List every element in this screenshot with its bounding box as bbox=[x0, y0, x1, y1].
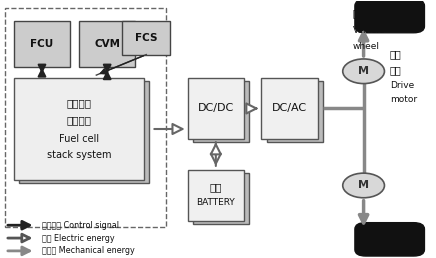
Bar bbox=[267, 81, 323, 142]
Bar bbox=[262, 78, 318, 139]
Text: DC/DC: DC/DC bbox=[198, 103, 234, 114]
Bar bbox=[79, 21, 136, 67]
Text: 机械能 Mechanical energy: 机械能 Mechanical energy bbox=[42, 246, 135, 255]
Text: BATTERY: BATTERY bbox=[197, 198, 235, 207]
Text: 电池: 电池 bbox=[210, 182, 222, 192]
Text: M: M bbox=[358, 66, 369, 76]
Text: motor: motor bbox=[390, 95, 417, 104]
FancyBboxPatch shape bbox=[355, 223, 424, 256]
Text: 电能 Electric energy: 电能 Electric energy bbox=[42, 233, 115, 243]
Bar bbox=[14, 21, 70, 67]
Text: DC/AC: DC/AC bbox=[272, 103, 307, 114]
Text: Drive: Drive bbox=[390, 81, 414, 90]
Bar bbox=[193, 173, 249, 224]
Bar bbox=[123, 21, 170, 55]
Text: wheel: wheel bbox=[353, 42, 380, 51]
Text: Fuel cell: Fuel cell bbox=[59, 134, 99, 144]
Text: 电机: 电机 bbox=[390, 65, 402, 75]
Bar bbox=[187, 170, 244, 221]
Text: 驱动: 驱动 bbox=[390, 50, 402, 60]
Bar bbox=[193, 81, 249, 142]
FancyBboxPatch shape bbox=[355, 0, 424, 33]
Circle shape bbox=[343, 59, 385, 84]
Text: FCU: FCU bbox=[31, 39, 54, 49]
Text: M: M bbox=[358, 180, 369, 190]
Text: stack system: stack system bbox=[47, 150, 111, 160]
Bar bbox=[5, 9, 166, 227]
Circle shape bbox=[343, 173, 385, 198]
Text: 车轮: 车轮 bbox=[353, 9, 365, 18]
Bar bbox=[187, 78, 244, 139]
Text: FCS: FCS bbox=[135, 33, 157, 43]
Text: Vehicle: Vehicle bbox=[353, 26, 385, 35]
Text: 控制信号 Control signal: 控制信号 Control signal bbox=[42, 221, 119, 230]
Bar bbox=[14, 78, 144, 180]
Bar bbox=[19, 81, 150, 183]
Text: CVM: CVM bbox=[94, 39, 120, 49]
Text: 电堆系统: 电堆系统 bbox=[66, 115, 92, 125]
Text: 燃料电池: 燃料电池 bbox=[66, 98, 92, 108]
